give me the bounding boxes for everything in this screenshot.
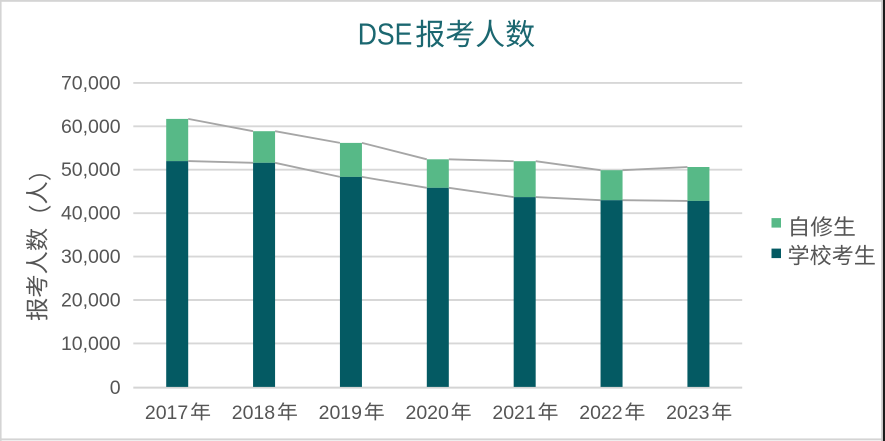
svg-text:20,000: 20,000 [61, 290, 121, 312]
svg-text:70,000: 70,000 [61, 72, 121, 94]
svg-text:2020: 2020 [405, 402, 449, 424]
svg-text:50,000: 50,000 [61, 159, 121, 181]
svg-text:40,000: 40,000 [61, 203, 121, 225]
svg-text:30,000: 30,000 [61, 246, 121, 268]
svg-text:60,000: 60,000 [61, 116, 121, 138]
svg-text:2018: 2018 [232, 402, 275, 424]
svg-text:DSE: DSE [358, 17, 413, 52]
svg-text:2023: 2023 [666, 402, 709, 424]
svg-text:10,000: 10,000 [61, 333, 121, 355]
svg-text:0: 0 [110, 377, 121, 399]
svg-text:2019: 2019 [319, 402, 362, 424]
svg-text:2017: 2017 [145, 402, 188, 424]
svg-text:2021: 2021 [492, 402, 535, 424]
svg-text:2022: 2022 [579, 402, 622, 424]
